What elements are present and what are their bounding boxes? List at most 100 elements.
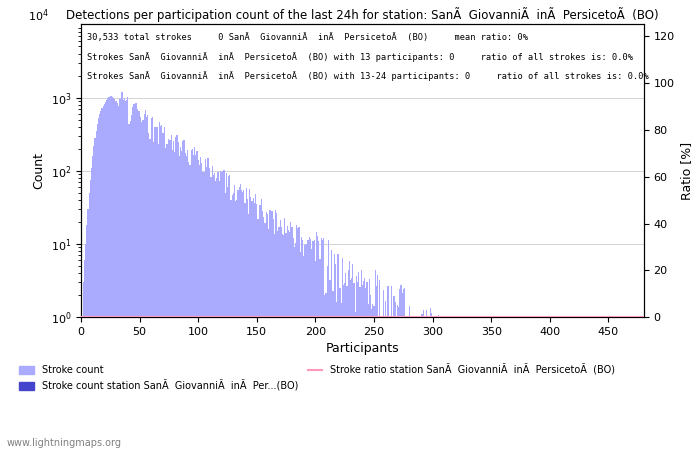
Bar [182,141,183,450]
Bar [503,317,505,450]
Bar [255,194,256,450]
Bar [338,254,339,450]
Bar [317,236,318,450]
Bar [160,126,161,450]
Bar [181,151,182,450]
Bar [128,124,130,450]
Bar [235,202,236,450]
Bar [370,295,371,450]
Bar [134,104,135,450]
Bar [113,98,114,450]
Bar [501,317,503,450]
Bar [402,288,404,450]
Bar [616,317,617,450]
Bar [354,284,355,450]
Bar [193,155,194,450]
Bar [93,146,95,450]
Bar [316,232,317,450]
Bar [121,92,122,450]
Bar [296,225,297,450]
Bar [391,286,392,450]
Bar [479,317,480,450]
Bar [88,193,90,450]
Bar [228,176,229,450]
Bar [580,317,581,450]
Bar [352,264,354,450]
Bar [594,317,595,450]
Bar [208,158,209,450]
Bar [84,260,85,450]
Bar [369,279,370,450]
Bar [161,126,162,450]
Bar [487,317,489,450]
Bar [493,317,494,450]
Bar [314,239,315,450]
Bar [358,272,359,450]
Bar [117,103,118,450]
Bar [248,214,249,450]
Bar [111,96,112,450]
Text: $10^{4}$: $10^{4}$ [28,7,49,24]
Bar [135,103,136,450]
Bar [178,156,180,450]
Bar [603,317,604,450]
Bar [342,258,343,450]
Bar [526,317,527,450]
Bar [83,282,84,450]
Bar [637,317,638,450]
Bar [221,171,222,450]
Bar [612,317,614,450]
Bar [253,198,254,450]
Bar [118,106,119,450]
Bar [239,187,240,450]
Bar [147,115,148,450]
Bar [272,220,274,450]
Bar [234,184,235,450]
Bar [108,97,110,450]
Bar [634,317,635,450]
Bar [482,317,484,450]
Bar [295,243,296,450]
Bar [335,264,336,450]
Bar [517,317,519,450]
Bar [484,317,485,450]
Bar [326,266,328,450]
Bar [195,155,197,450]
Bar [204,159,206,450]
Bar [333,254,335,450]
Bar [90,180,91,450]
Bar [244,203,246,450]
Bar [287,226,288,450]
Bar [343,285,344,450]
Bar [126,100,127,450]
Bar [112,97,113,450]
Bar [277,230,279,450]
Bar [172,150,173,450]
Bar [527,317,528,450]
Bar [188,162,189,450]
Bar [578,317,579,450]
Bar [491,317,492,450]
Y-axis label: Count: Count [32,153,45,189]
Bar [466,317,467,450]
Bar [190,150,192,450]
Bar [261,198,262,450]
Bar [164,148,166,450]
Bar [323,238,324,450]
Bar [246,188,247,450]
Bar [214,173,215,450]
Bar [359,288,360,450]
Bar [600,317,601,450]
Bar [620,317,621,450]
Bar [242,192,244,450]
Bar [150,118,152,450]
Bar [574,317,575,450]
Bar [346,286,348,450]
Bar [337,254,338,450]
Bar [241,189,242,450]
Bar [216,178,218,450]
Bar [371,309,372,450]
Bar [329,280,330,450]
Bar [595,317,596,450]
Bar [365,288,366,450]
